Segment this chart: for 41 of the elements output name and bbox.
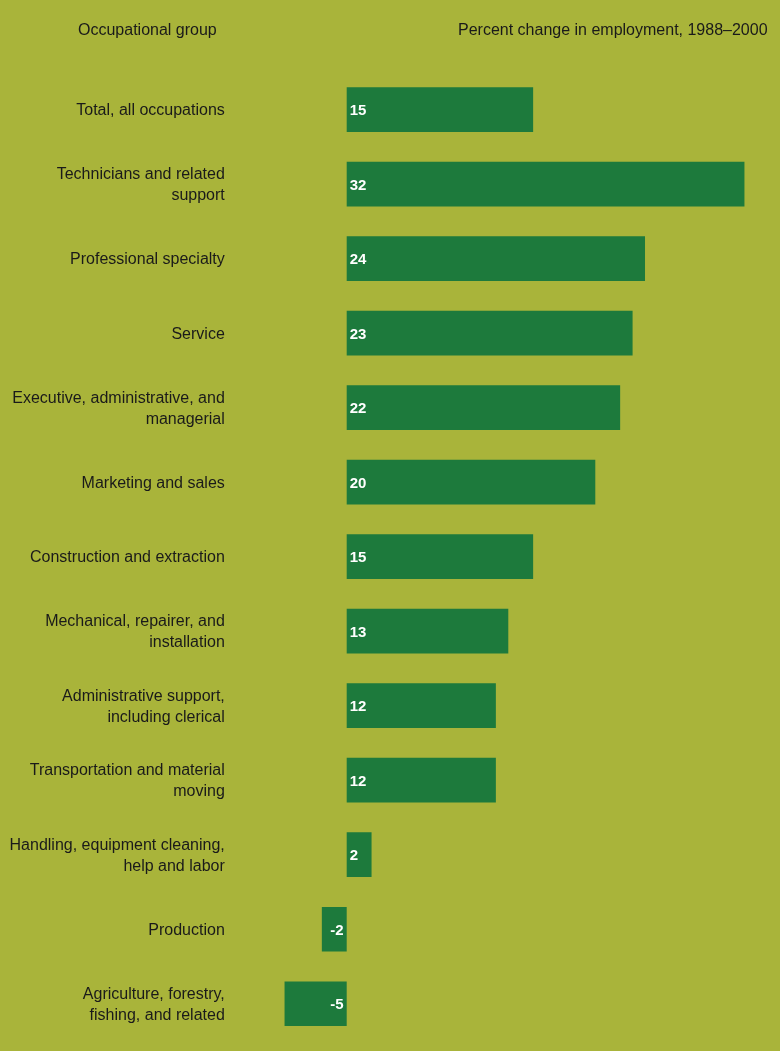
y-axis-title: Occupational group xyxy=(78,21,217,38)
y-tick-label: Service xyxy=(171,324,225,342)
y-tick-label: Total, all occupations xyxy=(76,101,225,119)
bar xyxy=(346,757,496,803)
data-label: -5 xyxy=(330,995,344,1013)
data-label: 20 xyxy=(349,473,367,491)
data-label: 23 xyxy=(349,324,367,342)
data-label: -2 xyxy=(330,920,344,938)
bar xyxy=(346,385,621,431)
bar xyxy=(346,832,372,878)
y-tick-label: Mechanical, repairer, and installation xyxy=(45,612,225,651)
y-tick-label: Marketing and sales xyxy=(81,473,225,491)
bar xyxy=(321,906,347,952)
chart-title: Percent change in employment, 1988–2000 xyxy=(458,21,768,38)
data-label: 32 xyxy=(349,175,367,193)
data-label: 2 xyxy=(349,846,359,864)
bar xyxy=(346,310,633,356)
bar xyxy=(346,161,745,207)
bar xyxy=(346,459,596,505)
bar xyxy=(346,534,534,580)
y-tick-label: Technicians and related support xyxy=(56,165,226,204)
bar xyxy=(346,236,646,281)
y-tick-label: Transportation and material moving xyxy=(29,761,225,800)
bar xyxy=(346,87,534,132)
bar xyxy=(284,981,347,1027)
y-tick-label: Professional specialty xyxy=(70,250,225,268)
y-tick-label: Handling, equipment cleaning, help and labor xyxy=(9,835,226,874)
y-tick-label: Executive, administrative, and managerial xyxy=(12,388,225,427)
data-label: 15 xyxy=(349,101,367,119)
y-tick-label: Agriculture, forestry, fishing, and related xyxy=(82,984,225,1023)
data-label: 13 xyxy=(349,622,367,640)
bar xyxy=(346,608,509,654)
data-label: 22 xyxy=(349,399,367,417)
data-label: 24 xyxy=(349,250,368,268)
data-label: 15 xyxy=(349,548,367,566)
y-tick-label: Production xyxy=(148,920,225,938)
y-tick-label: Administrative support, including clerical xyxy=(62,686,225,725)
data-label: 12 xyxy=(349,697,367,715)
data-label: 12 xyxy=(349,771,367,789)
y-tick-label: Construction and extraction xyxy=(30,548,225,566)
bar xyxy=(346,683,496,729)
